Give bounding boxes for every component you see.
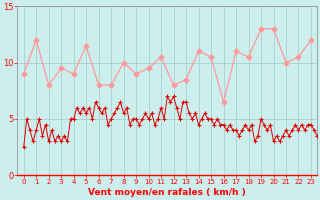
X-axis label: Vent moyen/en rafales ( km/h ): Vent moyen/en rafales ( km/h ) <box>88 188 246 197</box>
